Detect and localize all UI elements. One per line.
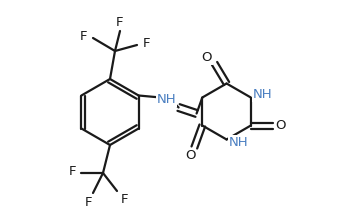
Text: NH: NH [253,88,273,101]
Text: F: F [68,164,76,177]
Text: F: F [115,15,123,28]
Text: O: O [275,119,286,132]
Text: NH: NH [157,93,176,106]
Text: F: F [79,30,87,43]
Text: NH: NH [229,136,248,149]
Text: O: O [201,51,212,64]
Text: F: F [142,37,150,50]
Text: O: O [185,149,196,162]
Text: F: F [84,196,92,209]
Text: F: F [121,192,129,205]
